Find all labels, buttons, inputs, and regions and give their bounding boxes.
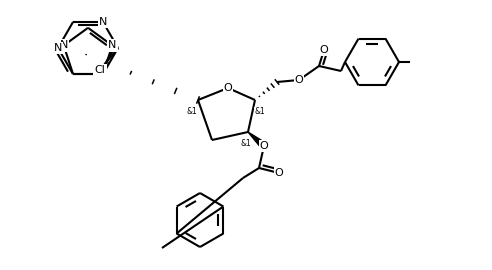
Text: O: O bbox=[320, 45, 328, 55]
Text: N: N bbox=[99, 17, 107, 27]
Text: O: O bbox=[224, 83, 232, 93]
Text: O: O bbox=[275, 168, 283, 178]
Text: &1: &1 bbox=[241, 140, 251, 148]
Text: Cl: Cl bbox=[94, 65, 105, 75]
Text: N: N bbox=[54, 43, 62, 53]
Text: O: O bbox=[260, 141, 268, 151]
Text: N: N bbox=[108, 40, 117, 50]
Text: &1: &1 bbox=[186, 107, 197, 116]
Text: N: N bbox=[60, 40, 68, 50]
Polygon shape bbox=[248, 132, 266, 148]
Text: &1: &1 bbox=[255, 107, 265, 116]
Text: O: O bbox=[295, 75, 304, 85]
